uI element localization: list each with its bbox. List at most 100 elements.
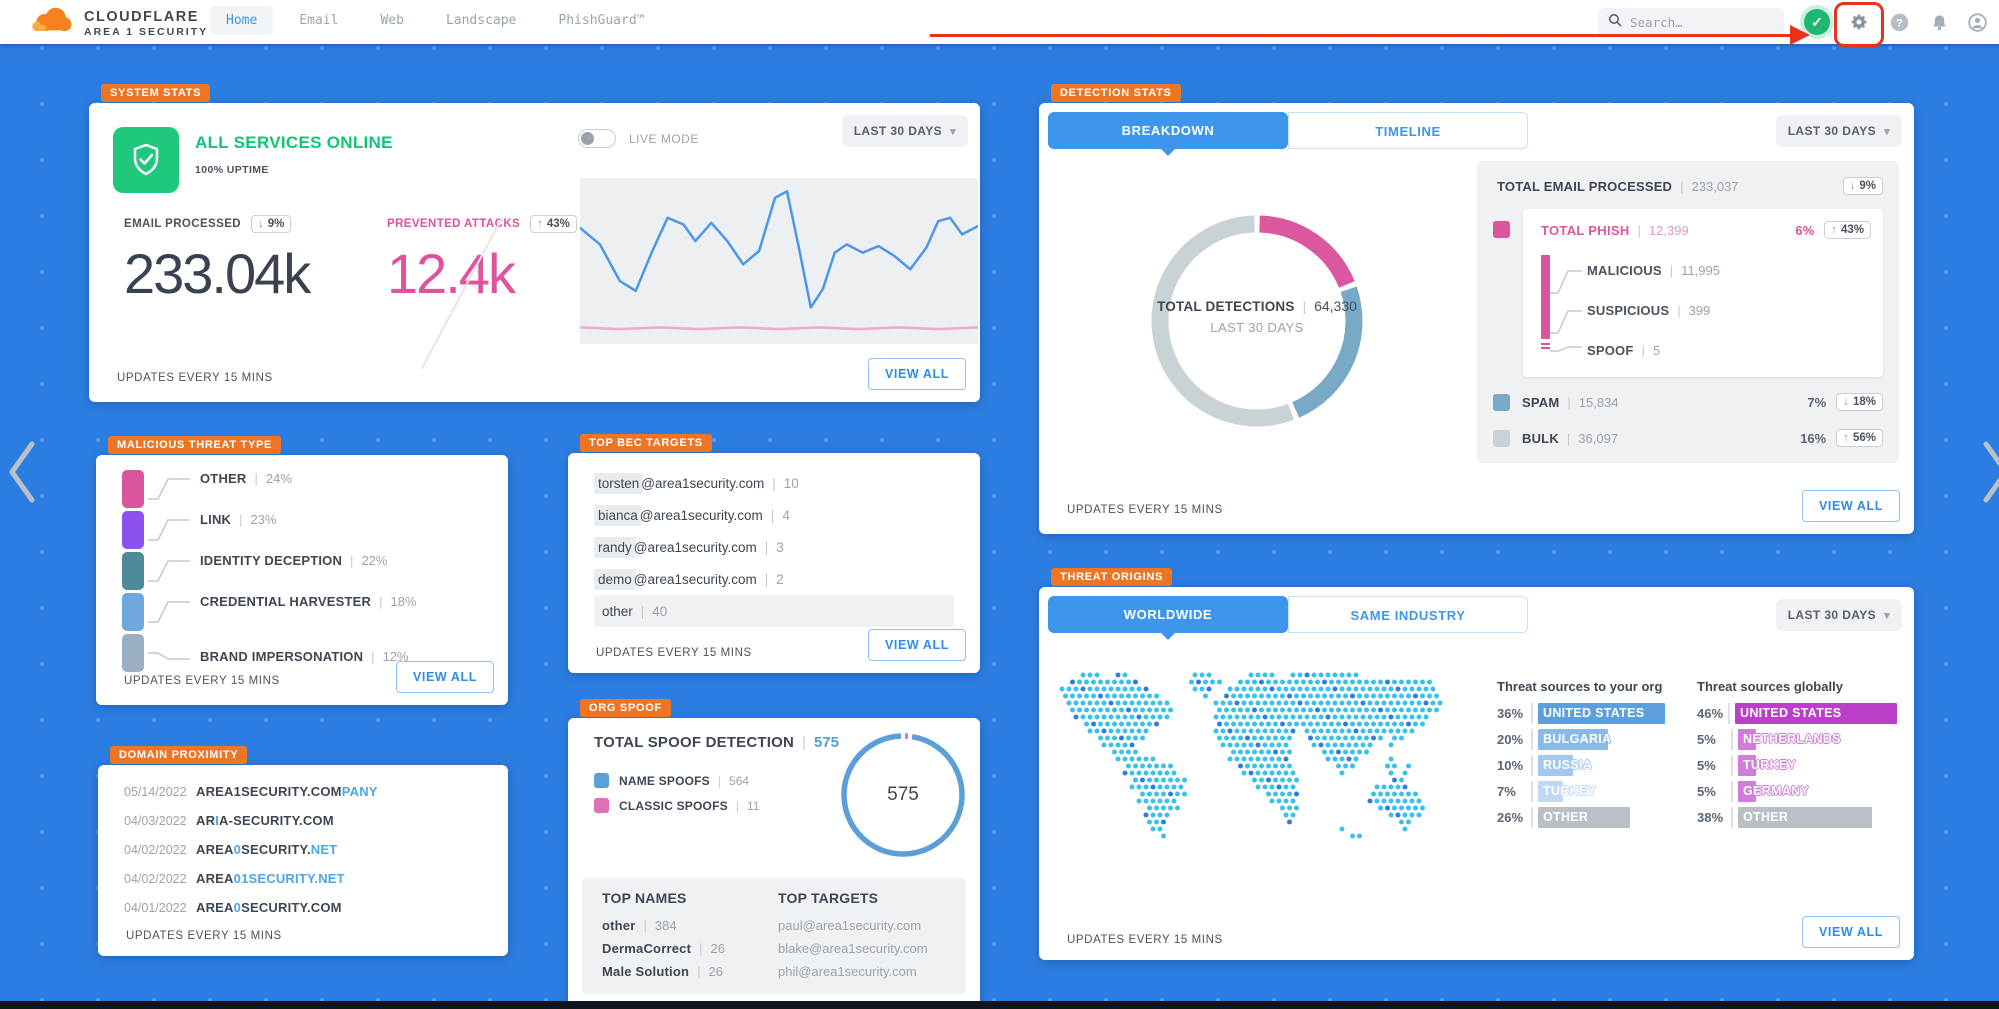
carousel-left-arrow[interactable] <box>4 440 40 509</box>
nav-item-phishguard[interactable]: PhishGuard™ <box>558 13 645 28</box>
active-tab-pointer <box>1161 633 1175 640</box>
threat-source-row: 20% BULGARIA <box>1497 729 1697 750</box>
threat-source-row: 10% RUSSIA <box>1497 755 1697 776</box>
spoof-donut-chart: 575 <box>838 730 968 860</box>
domain-row: 04/02/2022 AREA0SECURITY.NET <box>124 842 338 857</box>
domain-proximity-badge: DOMAIN PROXIMITY <box>110 746 248 764</box>
spoof-total-value: 575 <box>813 734 839 751</box>
threat-source-row: 5% TURKEY <box>1697 755 1897 776</box>
live-mode-toggle[interactable] <box>578 129 616 148</box>
total-phish-label: TOTAL PHISH <box>1541 222 1630 238</box>
toggle-knob <box>581 131 594 145</box>
user-icon[interactable] <box>1964 9 1990 35</box>
spoof-legend-row: NAME SPOOFS | 564 <box>594 768 759 793</box>
annotation-red-line <box>930 34 1792 37</box>
nav-item-landscape[interactable]: Landscape <box>445 13 517 28</box>
bell-icon[interactable] <box>1926 9 1952 35</box>
bec-target-row: torsten @area1security.com | 10 <box>594 467 954 499</box>
spoof-detection-title: TOTAL SPOOF DETECTION | 575 <box>594 734 839 751</box>
tab-worldwide[interactable]: WORLDWIDE <box>1048 596 1288 640</box>
spoof-detail-panel: TOP NAMES other | 384 DermaCorrect | 26 Male S… <box>582 878 966 994</box>
domain-row: 04/01/2022 AREA0SECURITY.COM <box>124 900 342 915</box>
nav-item-email[interactable]: Email <box>299 13 339 28</box>
live-mode-label: LIVE MODE <box>629 132 699 146</box>
detection-tabs: BREAKDOWN TIMELINE <box>1048 112 1528 156</box>
threat-type-list: OTHER | 24% LINK | 23% IDENTITY DECEPTION | 22% C… <box>122 469 494 674</box>
search-input[interactable] <box>1630 14 1770 30</box>
threat-source-bar <box>1738 781 1756 802</box>
view-all-button-system[interactable]: VIEW ALL <box>867 358 966 390</box>
nav-item-web[interactable]: Web <box>380 13 404 28</box>
cloudflare-logo[interactable]: CLOUDFLARE AREA 1 SECURITY <box>26 2 208 45</box>
updates-caption: UPDATES EVERY 15 MINS <box>596 647 752 659</box>
phish-child-row: MALICIOUS | 11,995 <box>1587 263 1720 278</box>
threat-origins-badge: THREAT ORIGINS <box>1051 568 1173 586</box>
services-status-text: ALL SERVICES ONLINE <box>195 133 393 152</box>
phish-mini-bar-dash <box>1541 343 1550 345</box>
threat-type-swatch <box>122 511 144 549</box>
phish-child-row: SUSPICIOUS | 399 <box>1587 303 1711 318</box>
domain-row: 04/03/2022 ARIA-SECURITY.COM <box>124 813 334 828</box>
carousel-right-arrow[interactable] <box>1980 440 1999 509</box>
delta-chip: ↓ 9% <box>1842 177 1883 195</box>
annotation-red-box <box>1834 2 1884 47</box>
threat-source-row: 46% UNITED STATES <box>1697 703 1897 724</box>
prevented-attacks-metric: PREVENTED ATTACKS ↑ 43% 12.4k <box>387 215 577 306</box>
view-all-button-origins[interactable]: VIEW ALL <box>1801 916 1900 948</box>
view-all-button-bec[interactable]: VIEW ALL <box>867 629 966 661</box>
updates-caption: UPDATES EVERY 15 MINS <box>1067 934 1223 946</box>
chevron-down-icon: ▾ <box>1884 125 1890 138</box>
threat-source-row: 38% OTHER <box>1697 807 1897 828</box>
tab-same-industry[interactable]: SAME INDUSTRY <box>1288 596 1528 633</box>
tab-breakdown[interactable]: BREAKDOWN <box>1048 112 1288 156</box>
active-tab-pointer <box>1161 149 1175 156</box>
view-all-button-detection[interactable]: VIEW ALL <box>1801 490 1900 522</box>
world-dot-map <box>1059 672 1443 839</box>
delta-chip: ↑ 43% <box>530 215 577 233</box>
domain-row: 04/02/2022 AREA01SECURITY.NET <box>124 871 345 886</box>
bottom-edge-strip <box>0 1001 1999 1009</box>
uptime-text: 100% UPTIME <box>195 164 269 176</box>
tab-timeline[interactable]: TIMELINE <box>1288 112 1528 149</box>
threat-source-bar <box>1538 729 1608 750</box>
svg-text:?: ? <box>1896 17 1903 29</box>
top-name-row: other | 384 <box>602 918 677 933</box>
range-dropdown-origins[interactable]: LAST 30 DAYS ▾ <box>1775 599 1902 631</box>
range-dropdown-system[interactable]: LAST 30 DAYS ▾ <box>841 115 968 147</box>
gear-icon[interactable] <box>1846 9 1872 35</box>
malicious-threat-type-card: MALICIOUS THREAT TYPE OTHER | 24% LINK | 23% I… <box>96 436 508 705</box>
help-icon[interactable]: ? <box>1886 9 1912 35</box>
phish-swatch <box>1493 221 1510 238</box>
updates-caption: UPDATES EVERY 15 MINS <box>1067 504 1223 516</box>
detection-summary-panel: TOTAL EMAIL PROCESSED | 233,037 ↓ 9% TOTAL … <box>1477 161 1899 463</box>
global-sources-heading: Threat sources globally <box>1697 679 1843 694</box>
total-email-processed-row: TOTAL EMAIL PROCESSED | 233,037 ↓ 9% <box>1497 177 1883 195</box>
threat-source-row: 5% GERMANY <box>1697 781 1897 802</box>
phish-mini-bar <box>1541 255 1550 339</box>
top-name-row: Male Solution | 26 <box>602 964 723 979</box>
domain-row: 05/14/2022 AREA1SECURITY.COMPANY <box>124 784 378 799</box>
nav-item-home[interactable]: Home <box>210 6 274 35</box>
metric-value: 12.4k <box>387 242 516 305</box>
threat-origins-card: THREAT ORIGINS WORLDWIDE SAME INDUSTRY L… <box>1039 568 1914 960</box>
threat-type-swatch <box>122 470 144 508</box>
view-all-button-threat-type[interactable]: VIEW ALL <box>395 661 494 693</box>
threat-origins-tabs: WORLDWIDE SAME INDUSTRY <box>1048 596 1528 640</box>
donut-range-caption: LAST 30 DAYS <box>1210 320 1304 335</box>
threat-source-row: 5% NETHERLANDS <box>1697 729 1897 750</box>
org-sources-bars: 36% UNITED STATES 20% BULGARIA 10% RUSSIA 7% TU… <box>1497 703 1697 833</box>
phish-mini-bar-dash <box>1541 347 1550 349</box>
threat-source-bar <box>1538 703 1665 724</box>
threat-source-bar <box>1538 781 1563 802</box>
top-target-row: phil@area1security.com <box>778 964 917 979</box>
main-nav: Home Email Web Landscape PhishGuard™ <box>210 6 660 35</box>
delta-chip: ↑ 56% <box>1836 429 1883 447</box>
threat-source-bar <box>1738 755 1756 776</box>
top-names-list: other | 384 DermaCorrect | 26 Male Solution | 26 <box>602 914 725 983</box>
range-dropdown-detection[interactable]: LAST 30 DAYS ▾ <box>1775 115 1902 147</box>
search-box[interactable] <box>1598 8 1784 36</box>
threat-type-row: IDENTITY DECEPTION | 22% <box>122 551 494 592</box>
logo-subtitle: AREA 1 SECURITY <box>84 26 209 38</box>
spoof-legend: NAME SPOOFS | 564 CLASSIC SPOOFS | 11 <box>594 768 759 818</box>
threat-source-row: 26% OTHER <box>1497 807 1697 828</box>
